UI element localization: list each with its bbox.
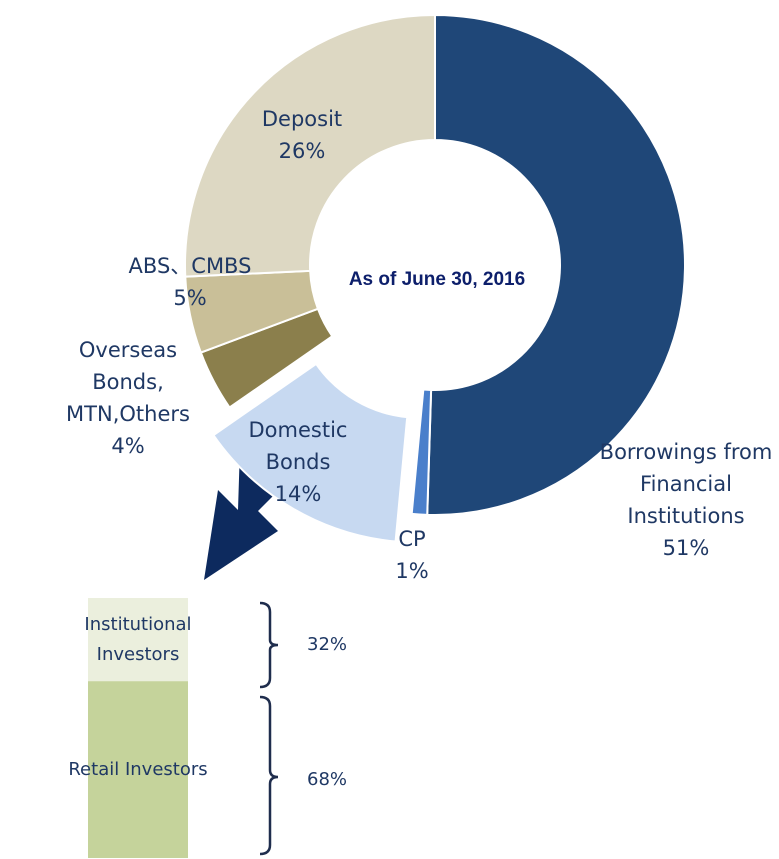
donut-segment <box>212 362 409 543</box>
bracket <box>259 695 279 856</box>
segment-label: Domestic Bonds 14% <box>233 414 363 510</box>
donut-segment <box>426 13 686 516</box>
segment-label: CP 1% <box>382 523 442 587</box>
segment-label: Deposit 26% <box>242 103 362 167</box>
segment-label: Overseas Bonds, MTN,Others 4% <box>53 334 203 462</box>
segment-label: ABS、CMBS 5% <box>105 250 275 314</box>
bracket <box>259 601 279 689</box>
category-label: ABS、CMBS <box>128 254 252 278</box>
category-label: Retail Investors <box>68 758 208 780</box>
category-label: Domestic Bonds <box>248 418 348 474</box>
bar-value-label: 68% <box>307 765 347 795</box>
value-label: 26% <box>278 139 326 163</box>
bar-segment <box>88 681 188 858</box>
value-label: 68% <box>306 769 348 790</box>
bar-label: Retail Investors <box>68 755 208 785</box>
category-label: Overseas Bonds, MTN,Others <box>66 338 190 426</box>
bar-segment <box>88 598 188 682</box>
bar-label: Institutional Investors <box>68 610 208 670</box>
value-label: 1% <box>395 559 429 583</box>
value-label: 5% <box>173 286 207 310</box>
value-label: 4% <box>111 434 145 458</box>
category-label: Deposit <box>261 107 343 131</box>
value-label: 14% <box>274 482 322 506</box>
center-annotation: As of June 30, 2016 <box>348 269 526 290</box>
bar-value-label: 32% <box>307 630 347 660</box>
category-label: CP <box>398 527 426 551</box>
donut-segment <box>410 388 433 516</box>
donut-segment <box>184 13 436 278</box>
segment-label: Borrowings from Financial Institutions 51… <box>591 436 779 564</box>
category-label: Institutional Investors <box>84 613 192 665</box>
value-label: 32% <box>306 634 348 655</box>
category-label: Borrowings from Financial Institutions <box>599 440 773 528</box>
value-label: 51% <box>662 536 710 560</box>
